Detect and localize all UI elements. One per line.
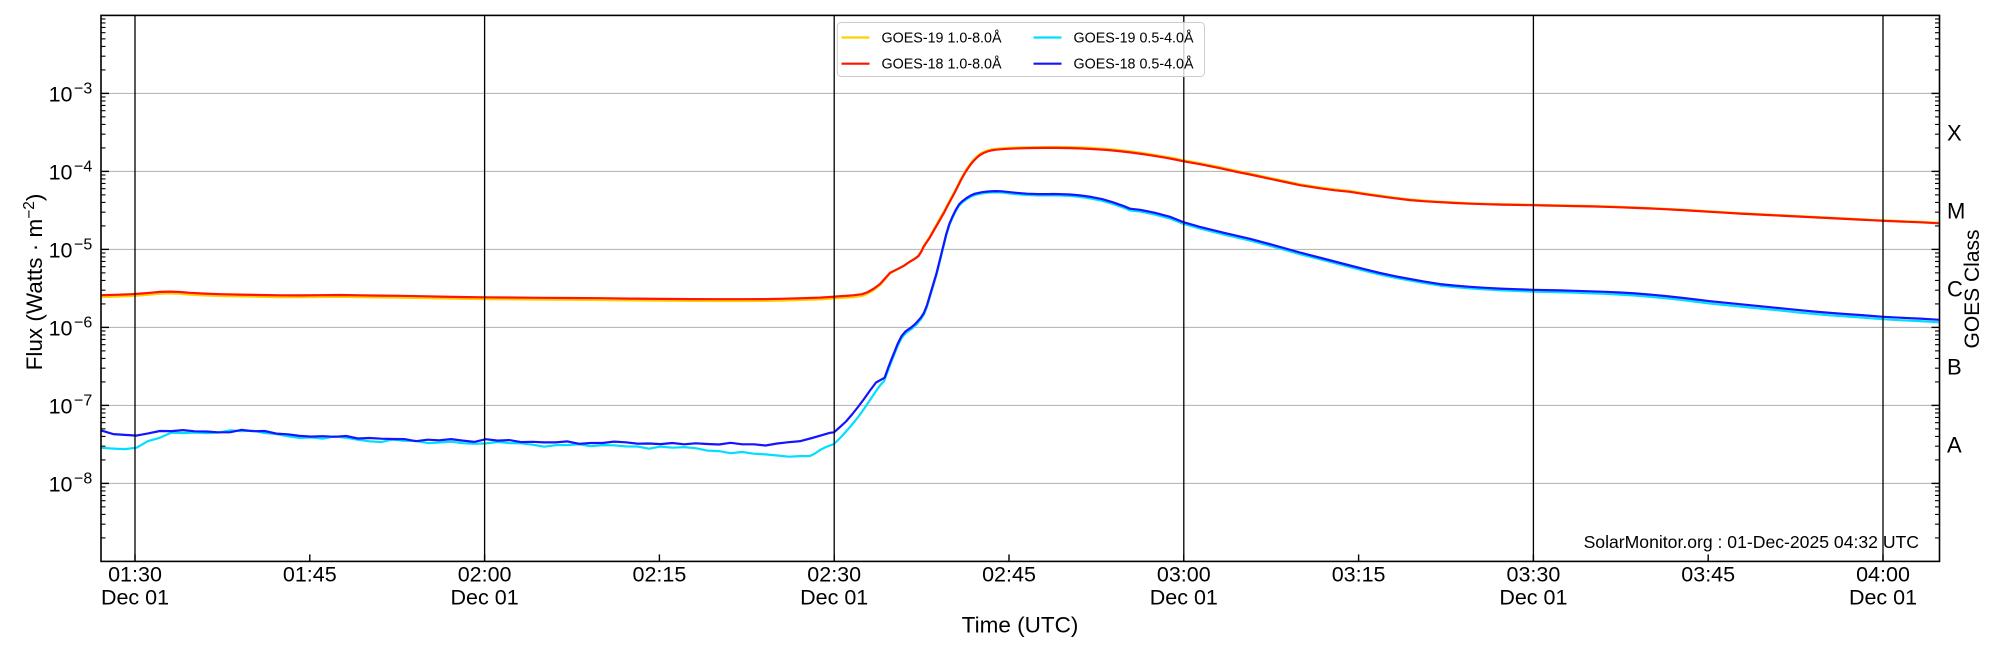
svg-text:GOES-18 0.5-4.0Å: GOES-18 0.5-4.0Å <box>1074 56 1194 73</box>
svg-text:GOES-19 1.0-8.0Å: GOES-19 1.0-8.0Å <box>882 30 1002 47</box>
svg-text:−5: −5 <box>74 237 92 254</box>
svg-text:SolarMonitor.org : 01-Dec-2025: SolarMonitor.org : 01-Dec-2025 04:32 UTC <box>1584 532 1920 552</box>
svg-text:Dec 01: Dec 01 <box>800 586 868 610</box>
svg-text:X: X <box>1947 120 1962 145</box>
svg-text:Dec 01: Dec 01 <box>1499 586 1567 610</box>
svg-text:03:45: 03:45 <box>1681 563 1735 587</box>
svg-text:02:30: 02:30 <box>807 563 861 587</box>
svg-text:−6: −6 <box>74 315 92 332</box>
svg-text:−4: −4 <box>74 159 92 176</box>
svg-text:10: 10 <box>49 473 73 497</box>
svg-text:−3: −3 <box>74 81 92 98</box>
svg-text:04:00: 04:00 <box>1856 563 1910 587</box>
svg-text:10: 10 <box>49 161 73 185</box>
svg-text:02:00: 02:00 <box>458 563 512 587</box>
svg-text:03:00: 03:00 <box>1157 563 1211 587</box>
svg-text:01:30: 01:30 <box>108 563 162 587</box>
svg-text:03:30: 03:30 <box>1506 563 1560 587</box>
svg-text:B: B <box>1947 354 1962 379</box>
svg-text:10: 10 <box>49 317 73 341</box>
svg-text:C: C <box>1947 276 1963 301</box>
svg-text:10: 10 <box>49 239 73 263</box>
svg-text:A: A <box>1947 432 1962 457</box>
svg-text:M: M <box>1947 198 1965 223</box>
svg-text:GOES-19 0.5-4.0Å: GOES-19 0.5-4.0Å <box>1074 30 1194 47</box>
svg-text:GOES Class: GOES Class <box>1961 229 1984 348</box>
svg-text:01:45: 01:45 <box>283 563 337 587</box>
svg-text:Time (UTC): Time (UTC) <box>962 613 1079 638</box>
svg-text:03:15: 03:15 <box>1332 563 1386 587</box>
svg-text:Flux (Watts · m−2): Flux (Watts · m−2) <box>21 194 47 371</box>
svg-text:Dec 01: Dec 01 <box>451 586 519 610</box>
svg-text:Dec 01: Dec 01 <box>101 586 169 610</box>
svg-text:−8: −8 <box>74 471 92 488</box>
svg-text:Dec 01: Dec 01 <box>1849 586 1917 610</box>
svg-text:10: 10 <box>49 395 73 419</box>
svg-text:−7: −7 <box>74 393 92 410</box>
svg-text:Dec 01: Dec 01 <box>1150 586 1218 610</box>
svg-text:10: 10 <box>49 83 73 107</box>
svg-text:GOES-18 1.0-8.0Å: GOES-18 1.0-8.0Å <box>882 56 1002 73</box>
svg-text:02:15: 02:15 <box>632 563 686 587</box>
svg-text:02:45: 02:45 <box>982 563 1036 587</box>
